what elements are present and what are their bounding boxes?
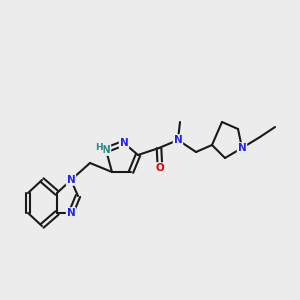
Text: N: N [238, 143, 246, 153]
Text: N: N [120, 138, 128, 148]
Text: N: N [67, 208, 75, 218]
Text: N: N [174, 135, 182, 145]
Text: H: H [95, 143, 103, 152]
Text: N: N [67, 175, 75, 185]
Text: N: N [102, 145, 110, 155]
Text: O: O [156, 163, 164, 173]
